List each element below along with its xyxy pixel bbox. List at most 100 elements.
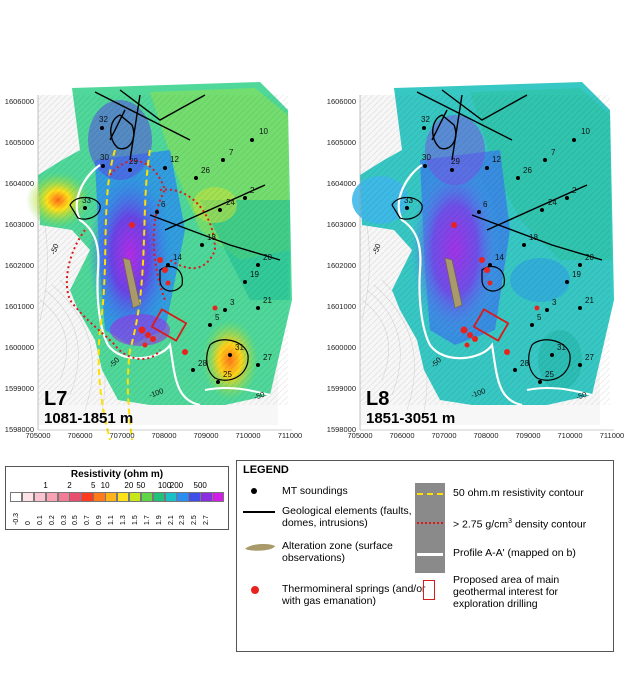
sounding-labels-l7: 32 10 30 29 12 7 26 2 33 6 24 20 18 19 14 21 3 5 31 28 27 25 <box>82 115 272 379</box>
legend: LEGEND MT soundings Geological elements … <box>236 460 614 652</box>
colorbar-bottom-label: 0.7 <box>84 515 92 525</box>
x-tick-label: 710000 <box>235 431 260 440</box>
legend-title: LEGEND <box>243 464 289 476</box>
y-tick-label: 1606000 <box>5 97 34 106</box>
colorbar-top-label: 2 <box>67 481 72 490</box>
x-tick-label: 709000 <box>193 431 218 440</box>
panel-depth-l7: 1081-1851 m <box>44 410 134 427</box>
y-tick-label: 1605000 <box>5 138 34 147</box>
x-tick-label: 707000 <box>109 431 134 440</box>
sounding-label: 14 <box>495 253 504 262</box>
x-tick-label: 711000 <box>600 431 624 440</box>
sounding-label: 30 <box>100 153 109 162</box>
colorbar-top-label: 20 <box>124 481 134 490</box>
thermomineral-spring-symbol <box>251 586 259 594</box>
colorbar-cell <box>57 492 70 502</box>
mt-sounding-symbol <box>251 488 257 494</box>
panel-depth-l8: 1851-3051 m <box>366 410 456 427</box>
colorbar-top-label: 100 <box>157 481 172 490</box>
colorbar-bottom-label: 2.7 <box>203 515 211 525</box>
colorbar-cell <box>188 492 201 502</box>
panel-title-l8-block: L8 1851-3051 m <box>366 388 455 428</box>
x-tick-label: 708000 <box>151 431 176 440</box>
colorbar-bottom-label: 2.3 <box>179 515 187 525</box>
y-tick-label: 1600000 <box>5 343 34 352</box>
colorbar-swatches <box>10 492 225 502</box>
colorbar-cell <box>200 492 213 502</box>
alteration-zone-l7 <box>122 257 141 309</box>
sounding-label: 12 <box>170 155 179 164</box>
legend-thermomineral-springs: Thermomineral springs (and/or with gas e… <box>282 583 426 607</box>
sounding-label: 33 <box>82 196 91 205</box>
legend-alteration-zone: Alteration zone (surface observations) <box>282 540 393 564</box>
colorbar-bottom-label: 0.3 <box>60 515 68 525</box>
colorbar-cell <box>212 492 225 502</box>
x-tick-label: 711000 <box>278 431 302 440</box>
sounding-label: 19 <box>250 270 259 279</box>
y-tick-label: 1602000 <box>327 261 356 270</box>
profile-line-symbol <box>417 553 443 556</box>
legend-density-contour: > 2.75 g/cm3 density contour <box>453 518 587 531</box>
sounding-label: 30 <box>422 153 431 162</box>
colorbar-cell <box>128 492 142 502</box>
legend-resistivity-contour: 50 ohm.m resistivity contour <box>453 487 584 499</box>
y-tick-label: 1601000 <box>5 302 34 311</box>
colorbar-bottom-label: 2.1 <box>167 515 175 525</box>
thermomineral-springs-l8 <box>451 222 540 355</box>
colorbar-bottom-label: 0.1 <box>36 515 44 525</box>
geological-line-symbol <box>243 511 275 513</box>
sounding-label: 5 <box>215 313 220 322</box>
colorbar-bottom-label: 1.5 <box>131 515 139 525</box>
legend-drilling-area: Proposed area of main geothermal interes… <box>453 574 560 610</box>
sounding-label: 32 <box>99 115 108 124</box>
sounding-label: 24 <box>548 198 557 207</box>
y-tick-label: 1606000 <box>327 97 356 106</box>
sounding-label: 7 <box>229 148 234 157</box>
resistivity-scale: Resistivity (ohm m) 1 2 5 10 20 50 100 200 500 -… <box>5 466 229 530</box>
sounding-label: 10 <box>259 127 268 136</box>
sounding-label: 29 <box>451 157 460 166</box>
colorbar-bottom-label: 1.7 <box>143 515 151 525</box>
sounding-label: 26 <box>523 166 532 175</box>
sounding-label: 28 <box>520 359 529 368</box>
sounding-label: 18 <box>207 233 216 242</box>
colorbar-top-label: 200 <box>169 481 184 490</box>
resistivity-contour-symbol <box>417 493 443 495</box>
contour-labels-l8: -50-50-100 -50 <box>370 242 587 401</box>
alteration-zone-l8 <box>444 257 463 309</box>
sounding-label: 27 <box>263 353 272 362</box>
y-tick-label: 1600000 <box>327 343 356 352</box>
resistivity-contour-white-l7 <box>75 164 201 407</box>
sounding-label: 14 <box>173 253 182 262</box>
sounding-label: 5 <box>537 313 542 322</box>
colorbar-bottom-label: 0 <box>24 521 32 525</box>
sounding-label: 20 <box>263 253 272 262</box>
contour-label: -50 <box>48 242 60 255</box>
sounding-label: 12 <box>492 155 501 164</box>
x-tick-label: 710000 <box>557 431 582 440</box>
sounding-label: 21 <box>585 296 594 305</box>
x-axis-ticks-l8: 705000 706000 707000 708000 709000 710000 7110… <box>347 431 624 440</box>
drilling-area-l8 <box>472 308 510 342</box>
resistivity-maps: 705000 706000 707000 708000 709000 710000 7110… <box>5 82 624 441</box>
domes-l8 <box>391 196 571 381</box>
y-tick-label: 1599000 <box>5 384 34 393</box>
x-axis-ticks-l7: 705000 706000 707000 708000 709000 710000 7110… <box>25 431 302 440</box>
sounding-label: 2 <box>250 186 255 195</box>
colorbar-cell <box>21 492 35 502</box>
sounding-label: 2 <box>572 186 577 195</box>
colorbar-bottom-label: 2.5 <box>191 515 199 525</box>
alteration-zone-symbol <box>245 544 275 551</box>
scale-title: Resistivity (ohm m) <box>70 469 164 480</box>
y-tick-label: 1603000 <box>5 220 34 229</box>
panel-title-l8: L8 <box>366 388 390 410</box>
colorbar-cell <box>140 492 154 502</box>
sounding-label: 29 <box>129 157 138 166</box>
sounding-label: 7 <box>551 148 556 157</box>
colorbar-cell <box>93 492 106 502</box>
colorbar-cell <box>10 492 23 502</box>
sounding-label: 6 <box>161 200 166 209</box>
thermomineral-springs-l7 <box>129 222 218 355</box>
x-tick-label: 705000 <box>25 431 50 440</box>
colorbar-top-label: 10 <box>100 481 110 490</box>
